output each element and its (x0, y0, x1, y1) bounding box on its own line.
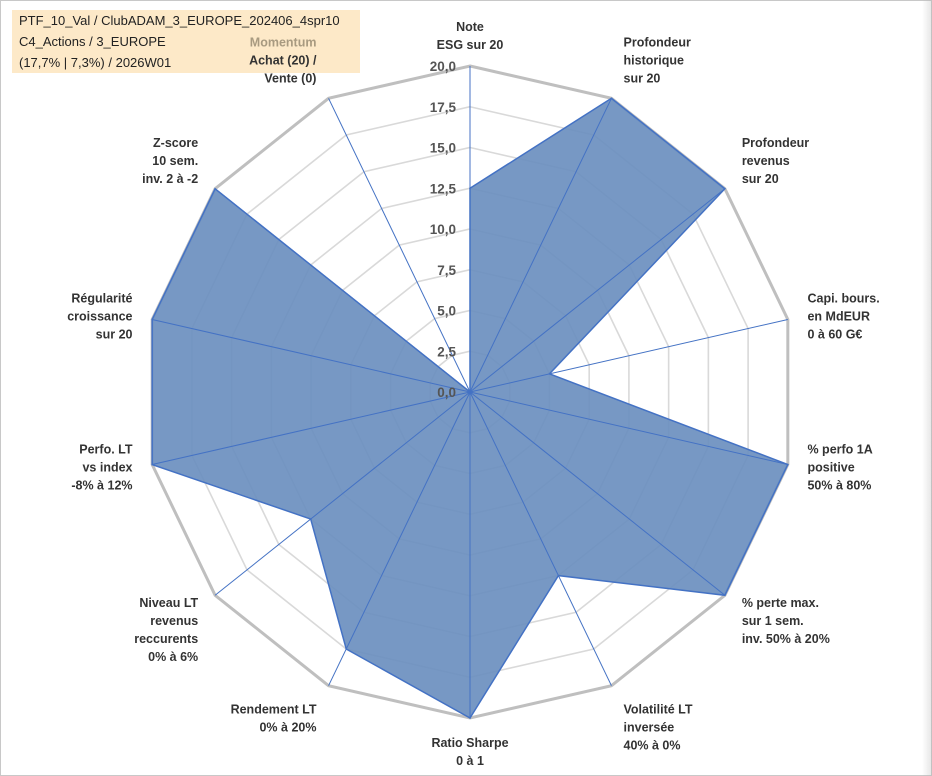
radar-spoke (214, 188, 471, 393)
axis-label: revenus (742, 154, 790, 168)
axis-label: Régularité (71, 291, 132, 305)
axis-label: 40% à 0% (624, 738, 681, 752)
axis-label: 10 sem. (152, 154, 198, 168)
radar-data-point (548, 373, 551, 375)
axis-label: 50% à 80% (807, 479, 871, 493)
axis-label: sur 1 sem. (742, 614, 804, 628)
radar-spoke (469, 98, 612, 393)
radar-tick-label: 0,0 (437, 385, 456, 400)
radar-data-point (557, 574, 560, 577)
axis-label: Momentum (250, 36, 317, 50)
axis-label: 0% à 6% (148, 650, 198, 664)
axis-label: Achat (20) / (249, 54, 317, 68)
axis-label: Volatilité LT (624, 702, 693, 716)
right-shadow (922, 0, 932, 776)
radar-data-point (151, 318, 153, 321)
radar-data-point (787, 463, 789, 466)
radar-tick-label: 5,0 (437, 304, 456, 319)
radar-tick-label: 20,0 (430, 59, 456, 74)
axis-label: Capi. bours. (807, 291, 879, 305)
radar-tick-label: 7,5 (437, 263, 456, 278)
axis-label: reccurents (134, 632, 198, 646)
radar-data-point (610, 97, 613, 100)
axis-label: sur 20 (742, 172, 779, 186)
axis-label: Perfo. LT (79, 443, 133, 457)
radar-spoke (469, 188, 726, 393)
axis-label: inv. 50% à 20% (742, 632, 830, 646)
radar-tick-label: 2,5 (437, 344, 456, 359)
radar-tick-label: 10,0 (430, 222, 456, 237)
axis-label: 0 à 1 (456, 754, 484, 768)
axis-label: en MdEUR (807, 309, 870, 323)
radar-tick-label: 17,5 (430, 100, 457, 115)
radar-spoke (152, 318, 471, 393)
axis-label: croissance (67, 309, 132, 323)
portfolio-stats: (17,7% | 7,3%) / 2026W01 (19, 55, 172, 70)
axis-label: Rendement LT (231, 702, 317, 716)
portfolio-header-box (12, 10, 360, 73)
portfolio-name: PTF_10_Val / ClubADAM_3_EUROPE_202406_4s… (19, 13, 340, 28)
axis-label: Vente (0) (264, 72, 316, 86)
radar-data-point (469, 717, 471, 719)
axis-label: Note (456, 20, 484, 34)
radar-tick-label: 12,5 (430, 181, 457, 196)
axis-label: sur 20 (624, 72, 661, 86)
axis-label: -8% à 12% (71, 479, 132, 493)
axis-label: 0 à 60 G€ (807, 327, 862, 341)
axis-label: Ratio Sharpe (431, 736, 508, 750)
radar-spoke (214, 391, 471, 596)
axis-label: inv. 2 à -2 (142, 172, 198, 186)
axis-label: ESG sur 20 (437, 38, 504, 52)
radar-tick-label: 15,0 (430, 141, 456, 156)
radar-data-point (309, 518, 312, 520)
axis-label: Profondeur (624, 36, 691, 50)
radar-spoke (328, 98, 471, 393)
radar-data-point (345, 648, 348, 650)
radar-spoke (152, 391, 471, 466)
radar-spoke (469, 318, 788, 393)
radar-data-point (469, 391, 471, 393)
radar-data-point (214, 187, 216, 190)
radar-data-point (469, 187, 471, 190)
axis-label: revenus (150, 614, 198, 628)
radar-data-point (151, 463, 153, 466)
axis-label: Z-score (153, 136, 198, 150)
radar-data-point (724, 187, 726, 190)
axis-label: % perte max. (742, 596, 819, 610)
axis-label: sur 20 (96, 327, 133, 341)
radar-data-point (724, 594, 726, 597)
axis-label: inversée (624, 720, 675, 734)
radar-spoke (469, 391, 726, 596)
axis-label: 0% à 20% (259, 720, 316, 734)
axis-label: % perfo 1A (807, 443, 872, 457)
radar-spoke (469, 391, 612, 686)
axis-label: Niveau LT (139, 596, 198, 610)
radar-spoke (469, 391, 788, 466)
axis-label: Profondeur (742, 136, 809, 150)
axis-label: historique (624, 54, 684, 68)
axis-label: positive (807, 461, 854, 475)
axis-label: vs index (82, 461, 132, 475)
radar-spoke (328, 391, 471, 686)
portfolio-category: C4_Actions / 3_EUROPE (19, 34, 166, 49)
